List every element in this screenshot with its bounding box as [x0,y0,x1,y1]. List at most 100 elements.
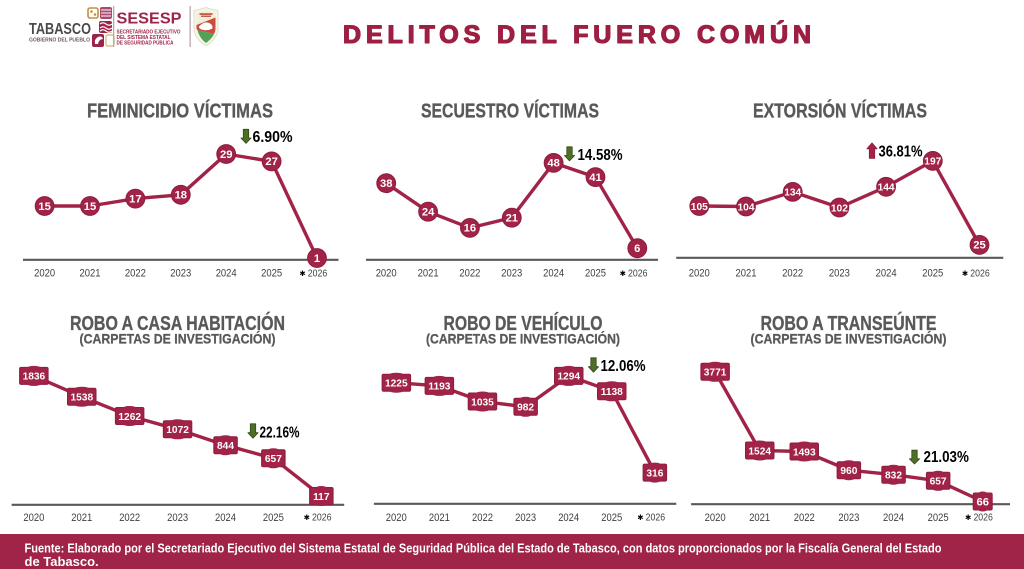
svg-text:✱: ✱ [299,269,306,278]
svg-text:2023: 2023 [501,268,522,280]
svg-text:2024: 2024 [543,268,564,280]
svg-text:2026: 2026 [312,513,332,524]
svg-text:2025: 2025 [601,512,622,524]
svg-text:2026: 2026 [628,268,648,279]
svg-text:1035: 1035 [471,397,494,408]
svg-text:2026: 2026 [308,268,328,279]
svg-text:117: 117 [313,492,330,503]
svg-text:2021: 2021 [749,512,770,524]
svg-text:2022: 2022 [119,512,140,524]
svg-text:134: 134 [784,188,801,199]
svg-text:2021: 2021 [80,268,101,280]
svg-text:1538: 1538 [70,393,93,404]
svg-text:2020: 2020 [376,268,397,280]
svg-text:SECUESTRO VÍCTIMAS: SECUESTRO VÍCTIMAS [421,100,599,123]
svg-text:6.90%: 6.90% [253,129,293,146]
svg-text:2023: 2023 [838,512,859,524]
svg-text:(CARPETAS DE INVESTIGACIÓN): (CARPETAS DE INVESTIGACIÓN) [751,330,947,347]
svg-text:2020: 2020 [23,512,44,524]
svg-text:EXTORSIÓN VÍCTIMAS: EXTORSIÓN VÍCTIMAS [753,99,927,123]
svg-text:2021: 2021 [429,512,450,524]
svg-text:1493: 1493 [793,447,816,458]
svg-text:1138: 1138 [601,387,623,398]
svg-text:48: 48 [547,158,559,170]
svg-text:2021: 2021 [418,268,439,280]
svg-text:2022: 2022 [472,512,493,524]
svg-text:832: 832 [885,471,902,482]
svg-text:2020: 2020 [689,268,710,280]
svg-text:✱: ✱ [304,513,311,522]
svg-text:✱: ✱ [965,513,972,522]
svg-text:657: 657 [930,477,947,488]
svg-text:2025: 2025 [263,512,284,524]
svg-text:41: 41 [589,172,601,184]
svg-text:844: 844 [217,441,234,452]
svg-text:12.06%: 12.06% [601,358,646,375]
svg-text:2025: 2025 [261,268,282,280]
svg-text:2026: 2026 [646,513,666,524]
svg-text:ROBO A TRANSEÚNTE: ROBO A TRANSEÚNTE [761,311,937,335]
svg-text:2022: 2022 [459,268,480,280]
svg-text:6: 6 [634,243,640,255]
svg-text:✱: ✱ [962,269,969,278]
svg-text:18: 18 [175,190,187,202]
svg-text:21: 21 [506,213,518,225]
svg-text:TABASCO: TABASCO [29,21,91,38]
svg-text:✱: ✱ [620,269,627,278]
svg-text:14.58%: 14.58% [578,147,623,164]
svg-text:2023: 2023 [829,268,850,280]
svg-text:(CARPETAS DE INVESTIGACIÓN): (CARPETAS DE INVESTIGACIÓN) [426,330,620,347]
svg-text:2026: 2026 [970,268,990,279]
svg-text:2025: 2025 [585,268,606,280]
svg-text:2024: 2024 [558,512,579,524]
svg-text:2023: 2023 [515,512,536,524]
svg-text:2022: 2022 [794,512,815,524]
svg-text:2020: 2020 [34,268,55,280]
svg-text:1193: 1193 [428,382,450,393]
svg-text:2020: 2020 [705,512,726,524]
svg-text:21.03%: 21.03% [924,449,969,466]
svg-text:2022: 2022 [782,268,803,280]
svg-text:657: 657 [265,454,282,465]
svg-text:3771: 3771 [704,368,727,379]
svg-text:15: 15 [38,201,50,213]
svg-text:2025: 2025 [922,268,943,280]
svg-text:316: 316 [646,468,663,479]
svg-text:2024: 2024 [876,268,897,280]
svg-text:GOBIERNO DEL PUEBLO: GOBIERNO DEL PUEBLO [29,37,90,43]
svg-text:27: 27 [265,156,277,168]
svg-text:Fuente: Elaborado por el Secre: Fuente: Elaborado por el Secretariado Ej… [25,540,942,555]
svg-text:DE SEGURIDAD PÚBLICA: DE SEGURIDAD PÚBLICA [117,39,174,46]
svg-text:FEMINICIDIO VÍCTIMAS: FEMINICIDIO VÍCTIMAS [87,100,273,123]
svg-text:1836: 1836 [23,372,46,383]
svg-text:982: 982 [517,403,534,414]
svg-text:2020: 2020 [386,512,407,524]
svg-text:15: 15 [84,201,96,213]
svg-text:16: 16 [464,223,476,235]
svg-text:1225: 1225 [385,379,408,390]
svg-text:2021: 2021 [71,512,92,524]
svg-text:66: 66 [976,496,988,508]
svg-text:105: 105 [691,202,708,213]
svg-text:36.81%: 36.81% [879,144,923,161]
svg-text:2026: 2026 [973,513,993,524]
svg-text:2022: 2022 [125,268,146,280]
svg-text:2024: 2024 [215,512,236,524]
svg-text:25: 25 [973,240,985,252]
svg-text:144: 144 [878,183,895,194]
svg-text:29: 29 [220,149,232,161]
svg-text:1262: 1262 [118,412,141,423]
svg-text:ROBO DE VEHÍCULO: ROBO DE VEHÍCULO [444,312,603,335]
svg-text:2025: 2025 [928,512,949,524]
svg-text:22.16%: 22.16% [260,425,300,442]
svg-text:2024: 2024 [883,512,904,524]
svg-text:DEL SISTEMA ESTATAL: DEL SISTEMA ESTATAL [117,35,172,41]
svg-text:✱: ✱ [637,513,644,522]
svg-text:1524: 1524 [748,446,771,457]
svg-text:960: 960 [840,466,857,477]
svg-text:24: 24 [422,207,435,219]
svg-text:1: 1 [314,253,320,265]
svg-text:1072: 1072 [166,425,189,436]
svg-text:(CARPETAS DE INVESTIGACIÓN): (CARPETAS DE INVESTIGACIÓN) [80,330,276,347]
svg-text:102: 102 [831,203,848,214]
